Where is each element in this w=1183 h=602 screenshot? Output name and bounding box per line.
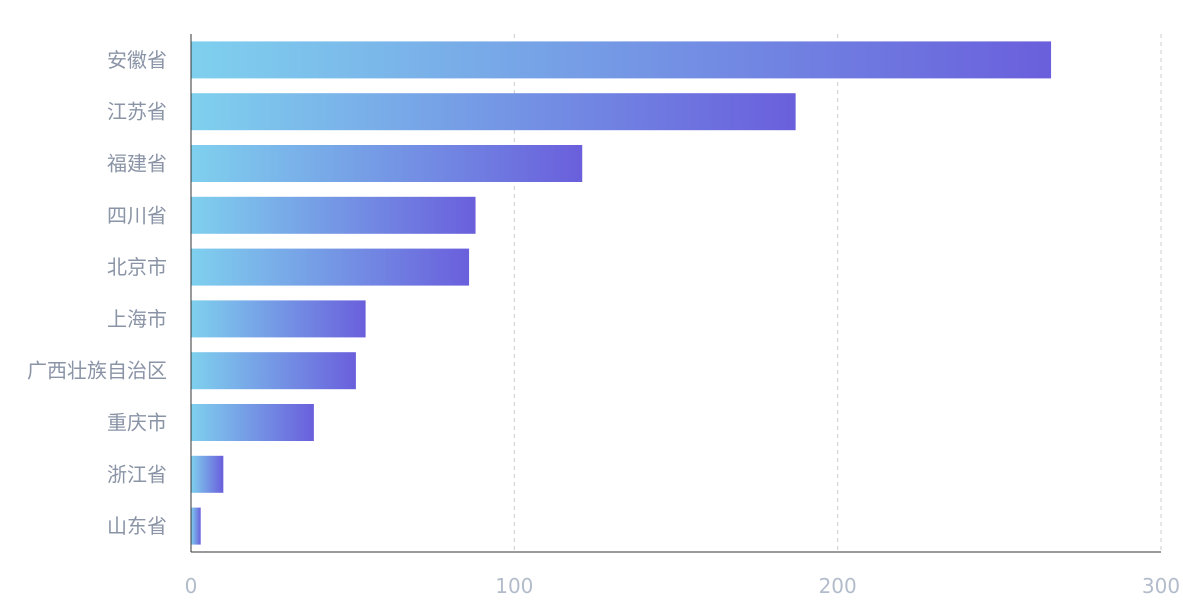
bar-5 <box>191 300 366 338</box>
bar-8 <box>191 455 224 493</box>
bar-6 <box>191 352 356 390</box>
bar-9 <box>191 507 201 545</box>
grid-lines <box>513 34 1162 552</box>
bar-1 <box>191 93 796 131</box>
category-label-4: 北京市 <box>107 255 167 279</box>
bar-0 <box>191 41 1052 79</box>
category-label-8: 浙江省 <box>107 462 167 486</box>
axes <box>190 34 1161 553</box>
category-label-9: 山东省 <box>107 514 167 538</box>
x-tick-labels: 0 100 200 300 <box>185 574 1180 598</box>
category-label-5: 上海市 <box>107 307 167 331</box>
bar-3 <box>191 196 476 234</box>
x-tick-label-0: 0 <box>185 574 198 598</box>
x-tick-label-300: 300 <box>1142 574 1180 598</box>
category-label-3: 四川省 <box>107 203 167 227</box>
x-tick-label-100: 100 <box>495 574 533 598</box>
category-label-1: 江苏省 <box>107 100 167 124</box>
category-label-0: 安徽省 <box>107 48 167 72</box>
bars <box>191 41 1052 545</box>
category-label-6: 广西壮族自治区 <box>27 359 167 383</box>
category-label-2: 福建省 <box>107 152 167 176</box>
bar-7 <box>191 404 314 441</box>
bar-4 <box>191 248 470 286</box>
x-tick-label-200: 200 <box>819 574 857 598</box>
category-label-7: 重庆市 <box>107 411 167 435</box>
bar-2 <box>191 145 583 182</box>
